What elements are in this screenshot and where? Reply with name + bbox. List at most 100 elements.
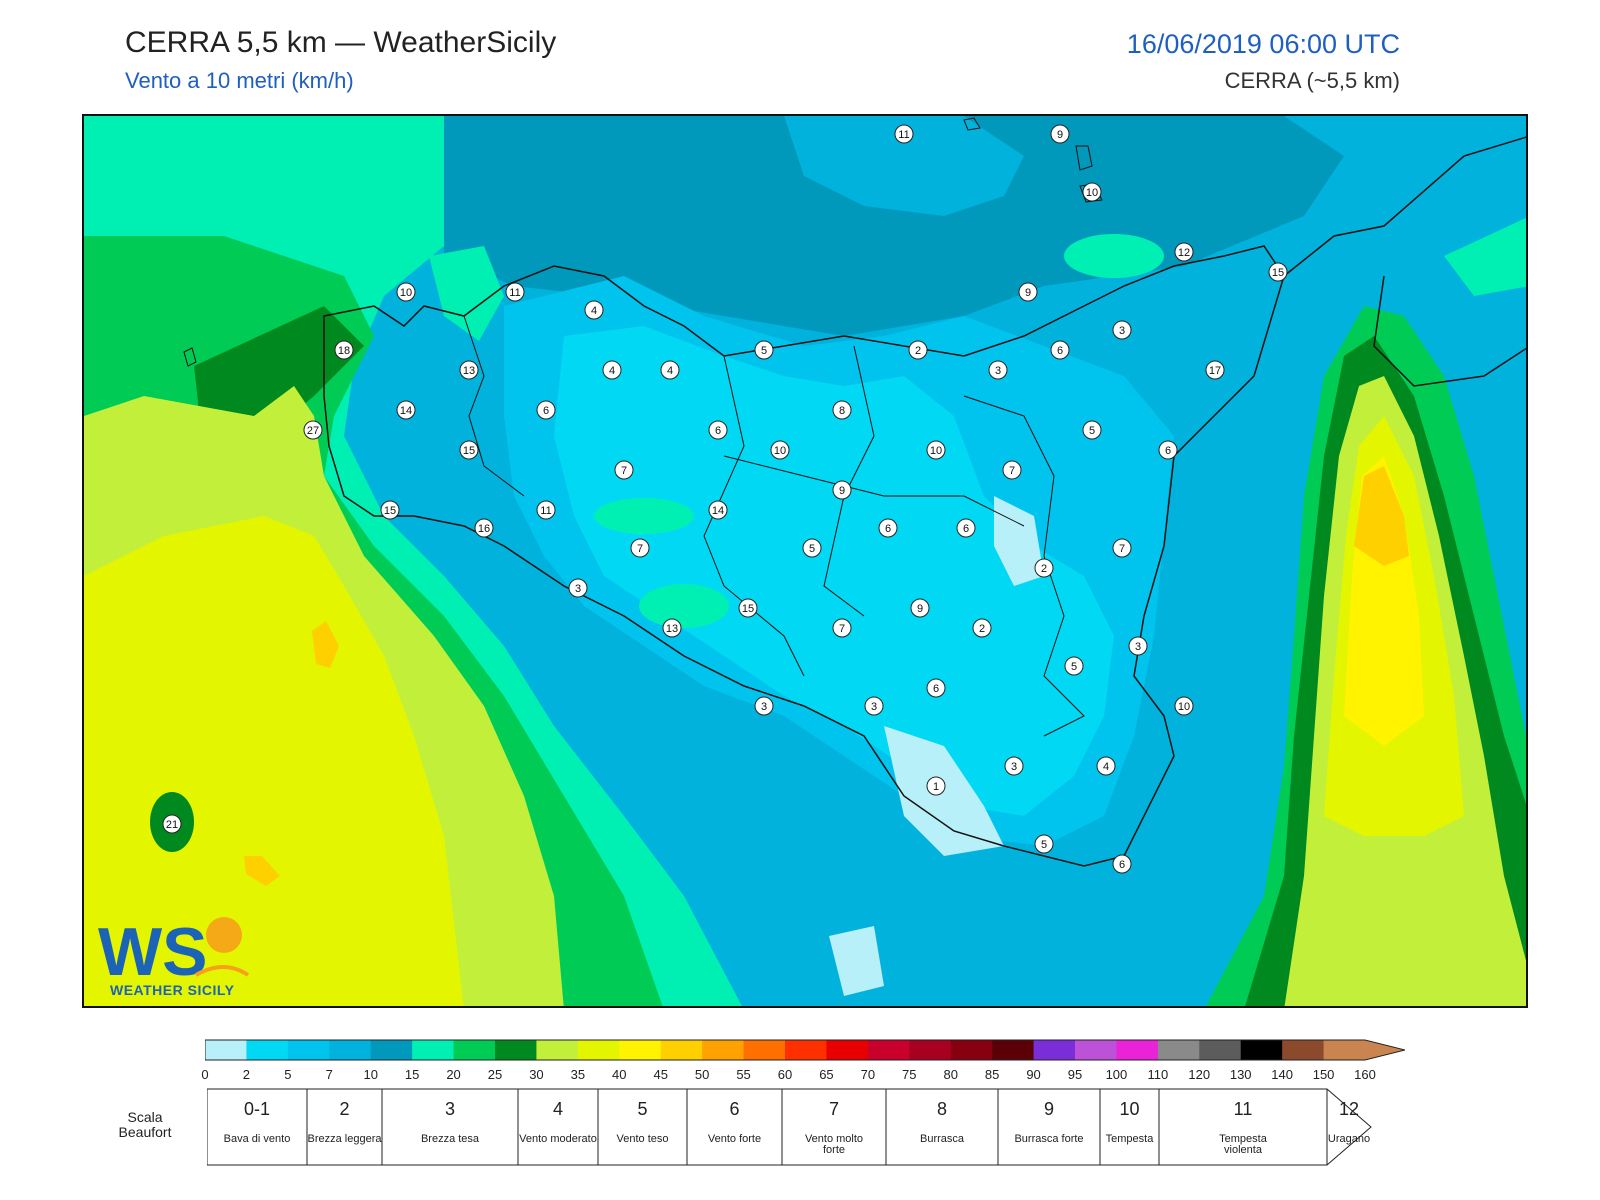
wind-zone-west-45 <box>312 621 339 668</box>
colorbar-tick: 30 <box>529 1067 544 1082</box>
station-marker: 18 <box>334 340 354 360</box>
beaufort-description: Brezza leggera <box>307 1133 382 1145</box>
station-wind-value: 2 <box>979 623 985 635</box>
station-circle <box>1004 756 1024 776</box>
station-circle <box>1205 360 1225 380</box>
station-marker: 9 <box>910 598 930 618</box>
beaufort-description: Uragano <box>1327 1133 1371 1145</box>
station-circle <box>568 578 588 598</box>
colorbar-cell <box>992 1040 1035 1060</box>
wind-zone-north-green <box>1064 234 1164 278</box>
logo-mark: WS <box>98 914 208 990</box>
station-circle <box>614 460 634 480</box>
station-marker: 17 <box>1205 360 1225 380</box>
colorbar-tick: 160 <box>1354 1067 1376 1082</box>
colorbar-cell <box>1240 1040 1283 1060</box>
colorbar-tick: 90 <box>1026 1067 1041 1082</box>
station-circle <box>396 400 416 420</box>
station-marker: 4 <box>584 300 604 320</box>
station-marker: 16 <box>474 518 494 538</box>
station-wind-value: 5 <box>1089 425 1095 437</box>
station-circle <box>1112 320 1132 340</box>
station-circle <box>630 538 650 558</box>
colorbar-cell <box>536 1040 579 1060</box>
station-marker: 6 <box>956 518 976 538</box>
station-wind-value: 4 <box>609 365 615 377</box>
station-marker: 11 <box>894 124 914 144</box>
station-marker: 12 <box>1174 242 1194 262</box>
station-wind-value: 5 <box>809 543 815 555</box>
station-circle <box>708 500 728 520</box>
station-marker: 10 <box>770 440 790 460</box>
beaufort-description: Burrasca <box>919 1133 965 1145</box>
station-marker: 8 <box>832 400 852 420</box>
station-circle <box>754 696 774 716</box>
station-wind-value: 13 <box>666 623 678 635</box>
island-outline <box>183 347 197 367</box>
station-wind-value: 10 <box>774 445 786 457</box>
station-wind-value: 11 <box>540 505 551 517</box>
station-marker: 9 <box>1050 124 1070 144</box>
colorbar-cell <box>1075 1040 1117 1060</box>
station-marker: 7 <box>1112 538 1132 558</box>
station-circle <box>908 340 928 360</box>
colorbar-tick: 40 <box>612 1067 627 1082</box>
station-circle <box>1112 538 1132 558</box>
station-wind-value: 3 <box>995 365 1001 377</box>
colorbar-cell <box>1033 1040 1076 1060</box>
forecast-datetime: 16/06/2019 06:00 UTC <box>1126 29 1400 59</box>
calabria-inner <box>1373 275 1526 387</box>
wind-zone-nw-green <box>429 246 504 341</box>
station-marker: 15 <box>1268 262 1288 282</box>
colorbar-tick: 120 <box>1188 1067 1211 1082</box>
colorbar-cell <box>702 1040 745 1060</box>
colorbar-cell <box>785 1040 827 1060</box>
station-wind-value: 7 <box>1009 465 1015 477</box>
station-wind-value: 5 <box>1071 661 1077 673</box>
colorbar-cell <box>743 1040 786 1060</box>
colorbar-cell <box>412 1040 455 1060</box>
colorbar-tick: 85 <box>984 1067 1000 1082</box>
station-marker: 13 <box>459 360 479 380</box>
station-wind-value: 7 <box>621 465 627 477</box>
station-wind-value: 15 <box>463 445 475 457</box>
colorbar-tick: 60 <box>777 1067 793 1082</box>
station-circle <box>708 420 728 440</box>
station-circle <box>1034 558 1054 578</box>
beaufort-force: 2 <box>339 1099 350 1119</box>
colorbar-cell <box>1116 1040 1159 1060</box>
colorbar-tick: 15 <box>404 1067 420 1082</box>
province-border <box>963 395 1085 737</box>
colorbar-tick: 55 <box>736 1067 751 1082</box>
station-marker: 3 <box>754 696 774 716</box>
beaufort-description: Tempesta <box>1105 1133 1154 1145</box>
logo-subtitle: WEATHER SICILY <box>110 982 235 998</box>
station-marker: 5 <box>1064 656 1084 676</box>
beaufort-force: 0-1 <box>243 1099 271 1119</box>
station-circle <box>894 124 914 144</box>
colorbar-tick: 5 <box>284 1067 292 1082</box>
beaufort-force: 9 <box>1043 1099 1055 1119</box>
station-wind-value: 8 <box>839 405 845 417</box>
station-circle <box>1174 242 1194 262</box>
station-marker: 2 <box>908 340 928 360</box>
station-wind-value: 5 <box>1041 839 1047 851</box>
station-marker: 5 <box>1034 834 1054 854</box>
station-marker: 7 <box>1002 460 1022 480</box>
station-circle <box>1064 656 1084 676</box>
station-wind-value: 10 <box>1178 701 1190 713</box>
station-wind-value: 11 <box>898 129 909 141</box>
station-circle <box>754 340 774 360</box>
station-wind-value: 9 <box>1057 129 1063 141</box>
station-marker: 7 <box>832 618 852 638</box>
wind-zone-north-15 <box>444 116 1344 336</box>
station-marker: 15 <box>738 598 758 618</box>
station-marker: 6 <box>1112 854 1132 874</box>
beaufort-title: Scala Beaufort <box>118 1109 172 1140</box>
station-wind-value: 4 <box>591 305 597 317</box>
station-marker: 5 <box>754 340 774 360</box>
colorbar-tick: 0 <box>201 1067 209 1082</box>
station-marker: 6 <box>1158 440 1178 460</box>
station-marker: 7 <box>630 538 650 558</box>
